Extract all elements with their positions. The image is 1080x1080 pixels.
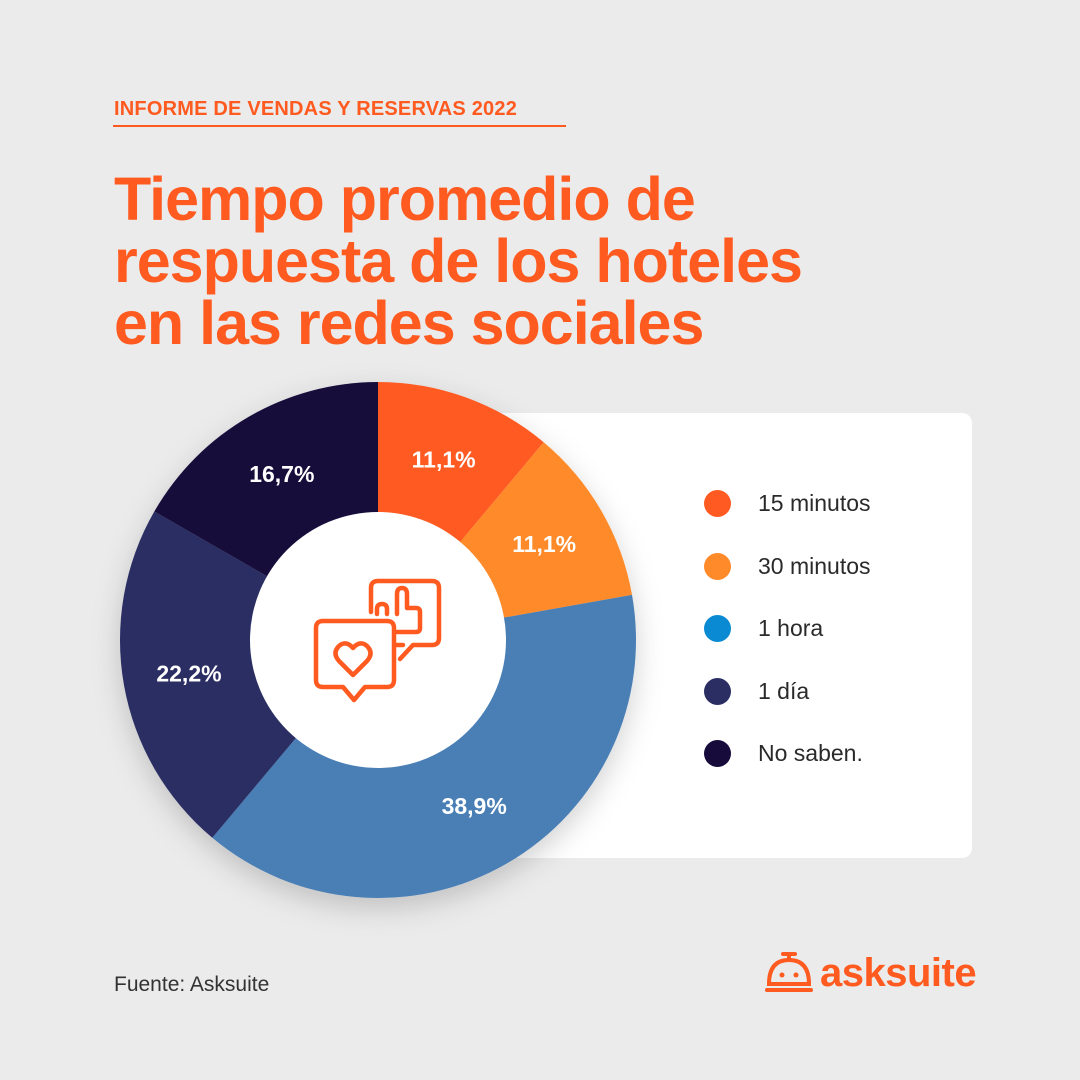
legend-item: 1 hora	[704, 615, 823, 642]
donut-hole	[250, 512, 506, 768]
kicker-underline	[113, 125, 566, 127]
donut-slice	[119, 511, 378, 838]
legend-swatch	[704, 552, 731, 580]
legend-swatch	[704, 490, 731, 517]
logo-text: asksuite	[820, 950, 977, 995]
legend-label: 1 día	[758, 677, 810, 704]
data-label: 11,1%	[512, 531, 576, 557]
legend-item: 15 minutos	[704, 490, 871, 517]
chat-heart-thumbs-up-icon	[313, 578, 442, 703]
data-label: 11,1%	[412, 447, 476, 473]
legend-item: No saben.	[704, 740, 863, 767]
data-label: 38,9%	[442, 793, 507, 819]
legend-label: 15 minutos	[758, 490, 871, 516]
legend-item: 30 minutos	[704, 552, 871, 580]
title-line: Tiempo promedio de	[114, 165, 696, 233]
chart-title: Tiempo promedio de respuesta de los hote…	[114, 165, 803, 357]
legend-swatch	[704, 677, 731, 705]
legend-swatch	[704, 615, 731, 642]
legend-label: No saben.	[758, 740, 863, 766]
legend-swatch	[704, 740, 731, 767]
legend-label: 1 hora	[758, 615, 824, 641]
source-note: Fuente: Asksuite	[114, 973, 270, 996]
legend-item: 1 día	[704, 677, 810, 705]
report-kicker: INFORME DE VENDAS Y RESERVAS 2022	[114, 98, 518, 120]
title-line: respuesta de los hoteles	[114, 227, 803, 295]
title-line: en las redes sociales	[114, 289, 704, 357]
legend-label: 30 minutos	[758, 552, 871, 579]
bell-bot-icon	[765, 952, 813, 992]
data-label: 22,2%	[156, 661, 221, 687]
asksuite-logo: asksuite	[764, 950, 977, 996]
data-label: 16,7%	[249, 461, 314, 487]
